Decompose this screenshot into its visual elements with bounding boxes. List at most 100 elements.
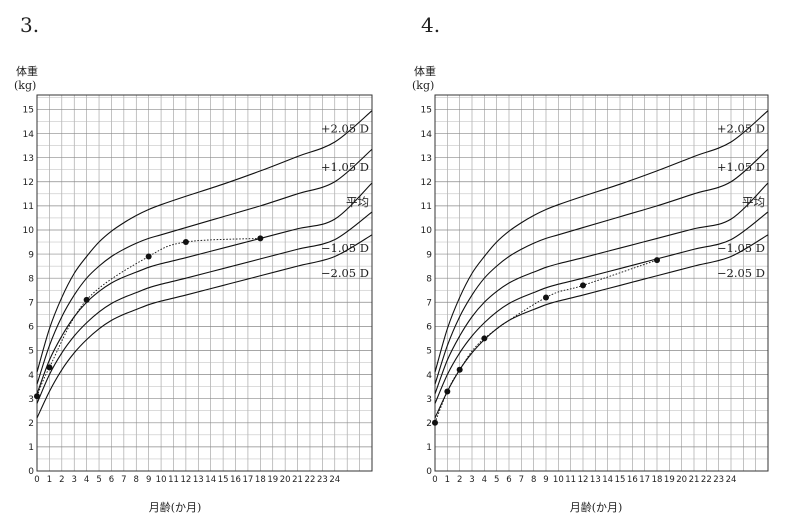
x-tick-label: 12: [578, 475, 589, 485]
x-tick-label: 21: [292, 475, 303, 485]
y-tick-label: 15: [23, 106, 34, 116]
y-axis-label: 体重: [16, 64, 38, 78]
y-tick-label: 3: [28, 395, 34, 405]
x-tick-label: 17: [243, 475, 254, 485]
sd-curve: [36, 148, 373, 385]
sd-curve: [434, 211, 769, 404]
x-tick-label: 20: [676, 475, 687, 485]
measurement-point: [456, 366, 463, 373]
sd-curve: [434, 110, 769, 373]
sd-curve: [434, 148, 769, 385]
y-tick-label: 14: [421, 130, 433, 140]
sd-curve: [434, 234, 769, 419]
x-tick-label: 2: [457, 475, 462, 485]
measurement-point: [654, 257, 660, 264]
y-tick-label: 13: [23, 154, 34, 164]
y-tick-label: 9: [28, 250, 34, 260]
x-tick-label: 3: [72, 475, 77, 485]
y-tick-label: 2: [28, 419, 34, 429]
x-tick-label: 1: [445, 475, 450, 485]
x-tick-label: 15: [218, 475, 229, 485]
x-tick-label: 14: [602, 475, 613, 485]
panel-label: 3.: [20, 13, 39, 37]
measurement-point: [543, 294, 549, 301]
x-axis-label: 月齢(か月): [570, 500, 623, 514]
y-tick-label: 11: [421, 202, 432, 212]
sd-curve-label: 平均: [346, 195, 369, 209]
x-tick-label: 17: [639, 475, 650, 485]
x-tick-label: 14: [205, 475, 216, 485]
x-axis-label: 月齢(か月): [149, 500, 202, 514]
y-tick-label: 11: [23, 202, 34, 212]
y-tick-label: 4: [28, 371, 34, 381]
sd-curve-label: −2.05 D: [321, 266, 369, 280]
y-tick-label: 7: [28, 298, 34, 308]
x-tick-label: 24: [726, 475, 737, 485]
y-tick-label: 10: [23, 226, 35, 236]
measurement-point: [34, 393, 40, 400]
measurement-point: [257, 235, 264, 242]
y-tick-label: 10: [421, 226, 433, 236]
y-tick-label: 8: [426, 274, 432, 284]
x-tick-label: 6: [109, 475, 114, 485]
y-tick-label: 7: [426, 298, 432, 308]
sd-curve: [36, 211, 373, 404]
y-tick-label: 15: [421, 106, 432, 116]
x-tick-label: 20: [280, 475, 291, 485]
measurement-point: [83, 296, 90, 303]
x-tick-label: 22: [701, 475, 712, 485]
x-tick-label: 0: [34, 475, 39, 485]
measurement-point: [444, 388, 451, 395]
x-tick-label: 13: [590, 475, 601, 485]
x-tick-label: 2: [59, 475, 64, 485]
plot-frame: [36, 94, 373, 472]
x-tick-label: 3: [469, 475, 474, 485]
x-tick-label: 4: [84, 475, 89, 485]
y-axis-unit: (kg): [14, 79, 36, 92]
x-tick-label: 16: [230, 475, 241, 485]
sd-curve: [434, 182, 769, 395]
plot-frame: [434, 94, 769, 472]
y-tick-label: 9: [426, 250, 432, 260]
x-tick-label: 9: [146, 475, 151, 485]
x-tick-label: 11: [168, 475, 179, 485]
x-tick-label: 18: [652, 475, 663, 485]
measurement-point: [182, 239, 189, 246]
x-tick-label: 23: [317, 475, 328, 485]
sd-curve: [36, 110, 373, 373]
chart-panel-4: 4. 体重 (kg) 月齢(か月) 0123456789101112131415…: [412, 13, 769, 514]
y-tick-label: 6: [28, 323, 34, 333]
x-tick-label: 6: [506, 475, 511, 485]
sd-curve-label: +2.05 D: [717, 122, 765, 136]
sd-curve-label: +2.05 D: [321, 122, 369, 136]
y-axis-unit: (kg): [412, 79, 434, 92]
sd-curve: [36, 182, 373, 395]
sd-curve-label: +1.05 D: [717, 160, 765, 174]
y-tick-label: 5: [28, 347, 34, 357]
y-tick-label: 2: [426, 419, 432, 429]
y-tick-label: 1: [28, 443, 34, 453]
x-tick-label: 21: [689, 475, 700, 485]
sd-curve-label: 平均: [742, 195, 765, 209]
x-tick-label: 1: [47, 475, 52, 485]
x-tick-label: 7: [519, 475, 524, 485]
measurement-point: [432, 419, 438, 426]
measurement-point: [580, 282, 586, 289]
x-tick-label: 0: [432, 475, 437, 485]
y-tick-label: 12: [23, 178, 34, 188]
sd-curve: [36, 234, 373, 419]
sd-curve-label: −2.05 D: [717, 266, 765, 280]
x-tick-label: 15: [615, 475, 626, 485]
x-tick-label: 10: [156, 475, 167, 485]
measurement-line: [36, 237, 261, 397]
y-axis-label: 体重: [414, 64, 436, 78]
x-tick-label: 23: [713, 475, 724, 485]
y-tick-label: 13: [421, 154, 432, 164]
y-tick-label: 5: [426, 347, 432, 357]
measurement-point: [46, 364, 53, 371]
y-tick-label: 1: [426, 443, 432, 453]
y-tick-label: 6: [426, 323, 432, 333]
y-tick-label: 4: [426, 371, 432, 381]
y-tick-label: 12: [421, 178, 432, 188]
